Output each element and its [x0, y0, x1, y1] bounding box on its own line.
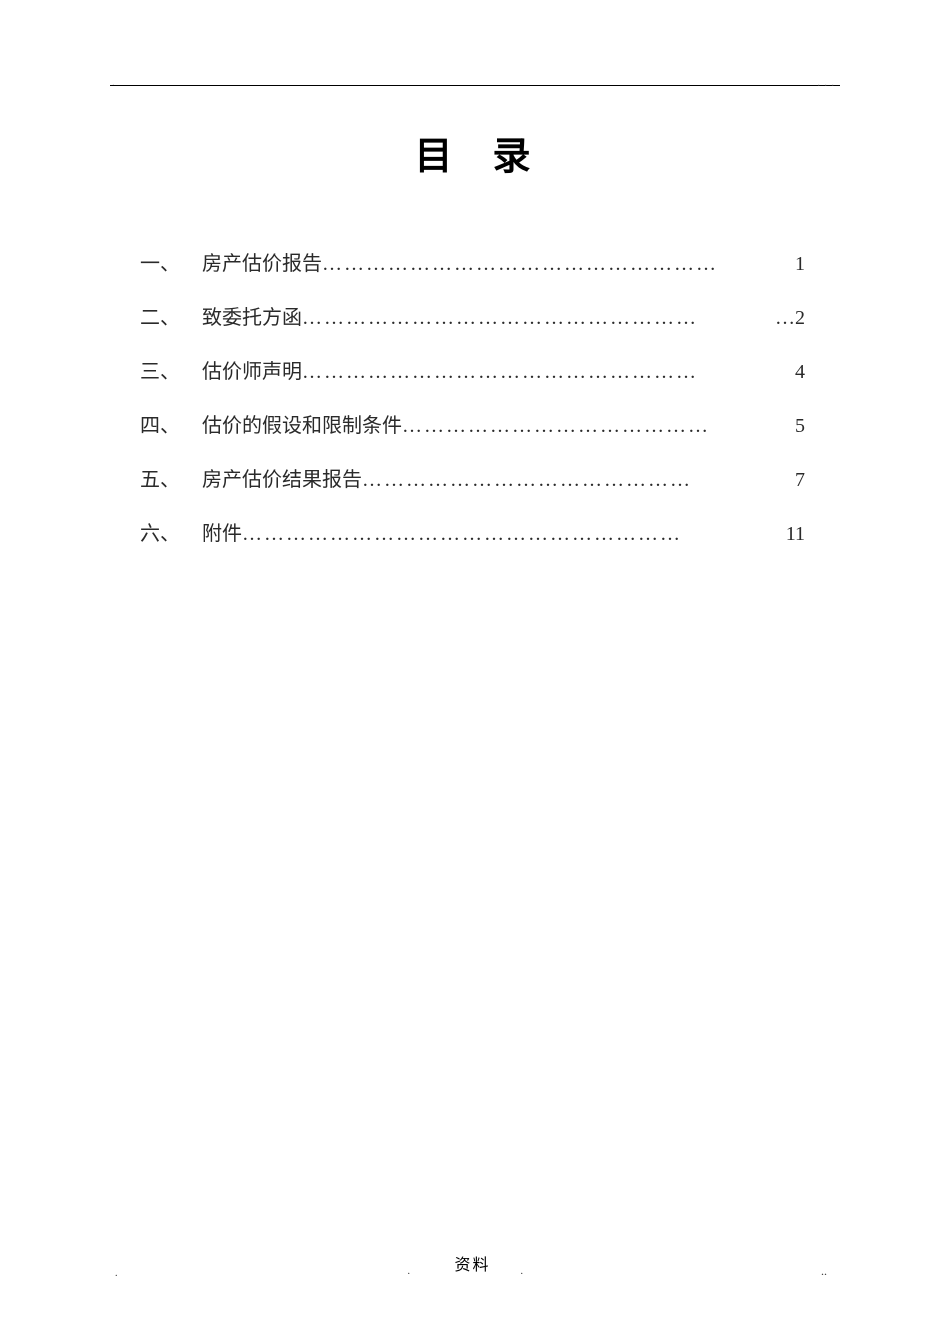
header-mark-right: . . .: [818, 78, 836, 89]
toc-row: 五、 房产估价结果报告 ……………………………………… 7: [140, 466, 805, 494]
title-char-2: 录: [493, 136, 571, 178]
toc-item-page: …2: [765, 304, 805, 332]
toc-item-page: 7: [765, 466, 805, 494]
toc-row: 六、 附件 …………………………………………………… 11: [140, 520, 805, 548]
toc-item-leader: ……………………………………………………: [242, 520, 765, 548]
document-page: . . . . 目录 一、 房产估价报告 ……………………………………………… …: [0, 0, 945, 1337]
footer-mark-mid-right: .: [521, 1266, 524, 1277]
toc-item-page: 5: [765, 412, 805, 440]
toc-item-label: 估价的假设和限制条件: [202, 412, 402, 440]
toc-item-label: 附件: [202, 520, 242, 548]
toc-item-leader: ……………………………………: [402, 412, 765, 440]
toc-item-number: 六、: [140, 520, 202, 548]
toc-item-page: 1: [765, 250, 805, 278]
toc-item-number: 二、: [140, 304, 202, 332]
toc-item-number: 五、: [140, 466, 202, 494]
toc-row: 三、 估价师声明 ……………………………………………… 4: [140, 358, 805, 386]
toc-item-label: 致委托方函: [202, 304, 302, 332]
toc-item-leader: ………………………………………………: [302, 358, 765, 386]
toc-item-leader: ………………………………………………: [322, 250, 765, 278]
toc-item-page: 11: [765, 520, 805, 548]
footer-mark-right: ..: [821, 1264, 827, 1279]
header-rule: [110, 85, 840, 86]
table-of-contents: 一、 房产估价报告 ……………………………………………… 1 二、 致委托方函 …: [100, 250, 845, 548]
header-mark-left: .: [112, 78, 115, 89]
toc-row: 四、 估价的假设和限制条件 …………………………………… 5: [140, 412, 805, 440]
toc-item-label: 估价师声明: [202, 358, 302, 386]
toc-item-label: 房产估价结果报告: [202, 466, 362, 494]
toc-item-leader: ………………………………………: [362, 466, 765, 494]
page-title: 目录: [100, 125, 845, 180]
toc-item-leader: ………………………………………………: [302, 304, 765, 332]
toc-row: 一、 房产估价报告 ……………………………………………… 1: [140, 250, 805, 278]
toc-item-label: 房产估价报告: [202, 250, 322, 278]
title-char-1: 目: [414, 136, 492, 178]
toc-row: 二、 致委托方函 ……………………………………………… …2: [140, 304, 805, 332]
toc-item-number: 三、: [140, 358, 202, 386]
toc-item-page: 4: [765, 358, 805, 386]
footer-label: 资料: [0, 1251, 945, 1275]
toc-item-number: 四、: [140, 412, 202, 440]
toc-item-number: 一、: [140, 250, 202, 278]
